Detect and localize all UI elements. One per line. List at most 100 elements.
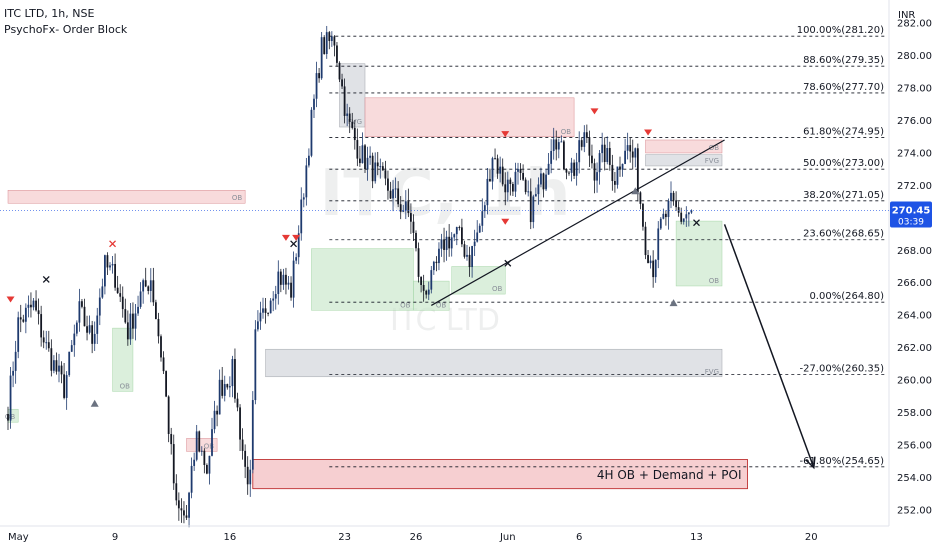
fib-label: 78.60%(277.70) — [803, 82, 884, 93]
candle-body — [665, 213, 667, 218]
currency-label: INR — [898, 10, 915, 21]
candle-body — [654, 259, 657, 278]
candle-body — [267, 312, 269, 314]
zone-label: OB — [232, 194, 243, 202]
candle-body — [435, 261, 438, 264]
candle-body — [552, 139, 555, 151]
sell-signal-icon — [644, 129, 653, 136]
candle-body — [619, 166, 621, 170]
candle-body — [496, 158, 499, 174]
candle-body — [290, 282, 292, 298]
candle-body — [534, 194, 537, 197]
candle-body — [162, 357, 165, 372]
candle-body — [631, 151, 634, 158]
symbol-title[interactable]: ITC LTD, 1h, NSE — [4, 7, 95, 20]
candle-body — [172, 444, 175, 484]
candle-body — [532, 196, 535, 223]
candle-body — [200, 450, 203, 452]
fib-label: 61.80%(274.95) — [803, 127, 884, 138]
candle-body — [27, 304, 30, 308]
candle-body — [152, 280, 155, 303]
candle-body — [374, 162, 377, 182]
candle-body — [35, 300, 37, 311]
candle-body — [308, 155, 310, 166]
projection-arrowhead — [805, 456, 816, 470]
candle-body — [675, 200, 677, 208]
candle-body — [40, 314, 43, 338]
time-axis[interactable]: May 9 16 23 26 Jun 6 13 20 — [8, 532, 818, 543]
zone-label: OB — [492, 285, 503, 293]
candle-body — [399, 204, 402, 212]
candle-body — [478, 225, 481, 233]
price-tick-label: 272.00 — [897, 181, 932, 192]
price-tick-label: 278.00 — [897, 84, 932, 95]
candle-body — [690, 210, 693, 213]
candle-body — [483, 205, 486, 212]
candle-body — [223, 384, 226, 396]
candle-body — [297, 233, 300, 258]
candle-body — [596, 172, 598, 181]
buy-signal-icon — [669, 299, 678, 307]
fib-label: -61.80%(254.65) — [799, 456, 884, 467]
candle-body — [463, 244, 466, 257]
candle-body — [132, 313, 134, 329]
candle-body — [259, 312, 262, 322]
candle-body — [450, 237, 453, 249]
candle-body — [126, 322, 129, 340]
indicator-title[interactable]: PsychoFx- Order Block — [4, 23, 128, 36]
zone-label: FVG — [705, 368, 719, 376]
candle-body — [208, 455, 211, 474]
candle-body — [195, 431, 198, 460]
candle-body — [302, 197, 305, 200]
candle-body — [188, 492, 190, 518]
candle-body — [236, 398, 239, 408]
candle-body — [104, 255, 106, 287]
candle-body — [473, 241, 476, 247]
candle-body — [568, 172, 570, 174]
candle-body — [466, 254, 468, 257]
candle-body — [443, 239, 445, 250]
zone-label: FVG — [705, 157, 719, 165]
candle-body — [588, 137, 591, 156]
candle-body — [137, 306, 139, 314]
candle-body — [376, 162, 379, 167]
candle-body — [139, 291, 142, 307]
zone-red — [252, 459, 748, 490]
price-axis[interactable]: 252.00 254.00 256.00 258.00 260.00 262.00 264.… — [897, 19, 932, 517]
cross-signal-icon — [504, 259, 512, 267]
candle-body — [325, 32, 328, 55]
candle-body — [60, 365, 63, 375]
candle-body — [45, 342, 48, 344]
price-tick-label: 274.00 — [897, 148, 932, 159]
candle-body — [50, 348, 53, 371]
candle-body — [608, 148, 611, 165]
candle-body — [348, 113, 351, 122]
projection-arrow — [723, 224, 815, 468]
candle-body — [206, 465, 208, 474]
candle-body — [305, 165, 308, 198]
candle-body — [537, 184, 540, 195]
candle-body — [98, 297, 101, 316]
candle-body — [583, 132, 586, 147]
candle-body — [652, 260, 655, 278]
price-tick-label: 252.00 — [897, 505, 932, 516]
candle-body — [394, 188, 397, 190]
candle-body — [78, 301, 81, 323]
candle-body — [601, 144, 604, 154]
candle-body — [369, 155, 371, 158]
candle-body — [662, 213, 665, 219]
candle-body — [422, 284, 425, 291]
candle-body — [563, 141, 565, 170]
sell-signal-icon — [590, 108, 599, 115]
candle-body — [636, 148, 639, 193]
candle-body — [315, 73, 318, 99]
candle-body — [17, 317, 20, 352]
candle-body — [481, 211, 484, 226]
cross-signal-icon — [109, 240, 117, 248]
zone-label: 4H OB + Demand + POI — [597, 468, 742, 482]
candle-body — [417, 248, 420, 277]
candle-body — [272, 298, 275, 301]
candle-body — [517, 168, 519, 172]
time-tick-label: 23 — [338, 532, 351, 543]
